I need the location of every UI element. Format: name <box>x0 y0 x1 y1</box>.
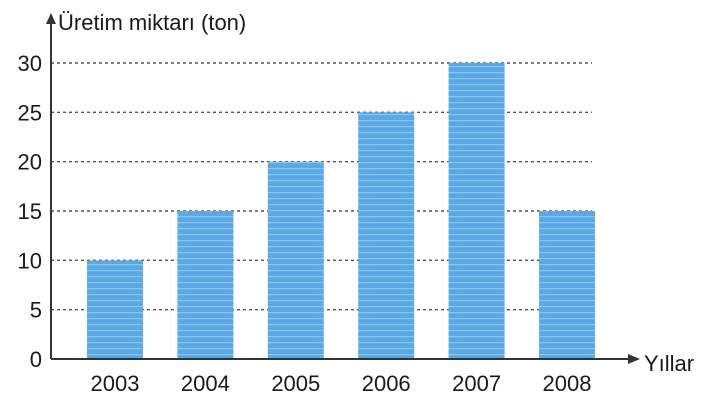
x-tick-label: 2007 <box>452 371 501 396</box>
bar-2003 <box>87 260 143 359</box>
y-tick-label: 0 <box>30 347 42 372</box>
y-tick-label: 25 <box>18 100 42 125</box>
y-tick-label: 30 <box>18 51 42 76</box>
x-tick-label: 2008 <box>543 371 592 396</box>
bar-2004 <box>177 211 234 359</box>
bar-2005 <box>267 161 324 359</box>
y-axis-arrow-icon <box>46 13 56 24</box>
bar-2006 <box>358 112 415 359</box>
axes <box>46 13 640 364</box>
x-axis-arrow-icon <box>628 354 640 364</box>
x-axis-title: Yıllar <box>644 351 694 376</box>
bar-2008 <box>539 211 595 359</box>
y-tick-label: 20 <box>18 150 42 175</box>
y-tick-labels: 0 5 10 15 20 25 30 <box>18 51 42 372</box>
y-tick-label: 15 <box>18 199 42 224</box>
x-tick-label: 2004 <box>181 371 230 396</box>
y-tick-label: 5 <box>30 298 42 323</box>
y-axis-title: Üretim miktarı (ton) <box>58 10 246 35</box>
bar-2007 <box>448 63 505 359</box>
x-tick-labels: 2003 2004 2005 2006 2007 2008 <box>91 371 592 396</box>
y-tick-label: 10 <box>18 248 42 273</box>
x-tick-label: 2003 <box>91 371 140 396</box>
x-tick-label: 2005 <box>271 371 320 396</box>
x-tick-label: 2006 <box>362 371 411 396</box>
bars <box>87 63 595 359</box>
